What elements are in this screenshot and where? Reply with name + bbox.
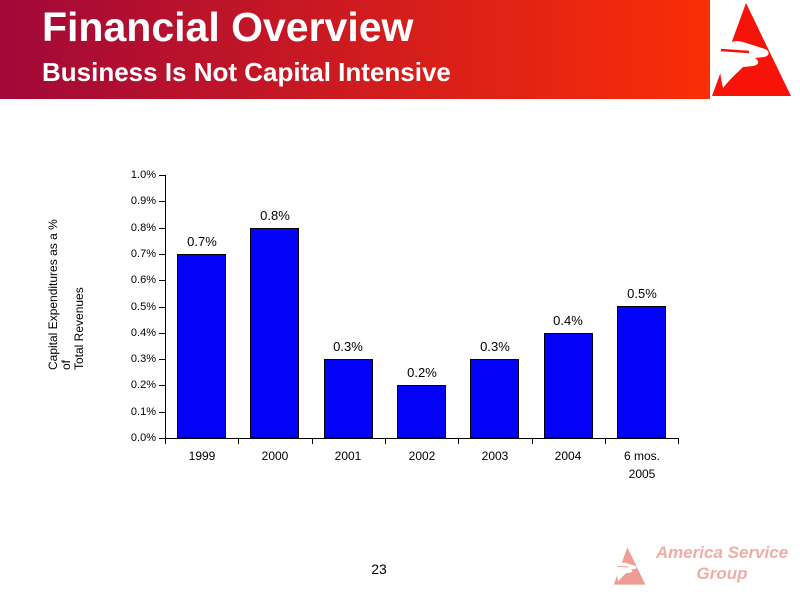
- y-tick-label: 0.1%: [130, 406, 156, 418]
- category-label: 2005: [628, 467, 656, 481]
- y-tick: [159, 307, 165, 308]
- x-tick: [458, 439, 459, 444]
- slide-title: Financial Overview: [42, 4, 414, 50]
- y-axis-line: [165, 175, 166, 439]
- brand-name-line1: America Service: [655, 543, 789, 562]
- brand-name: America Service Group: [648, 542, 796, 584]
- y-tick: [159, 385, 165, 386]
- y-tick-label: 0.6%: [130, 274, 156, 286]
- x-tick: [385, 439, 386, 444]
- y-tick-label: 0.2%: [130, 379, 156, 391]
- y-tick-label: 0.8%: [130, 222, 156, 234]
- y-tick-label: 0.0%: [130, 432, 156, 444]
- y-tick: [159, 333, 165, 334]
- x-tick: [312, 439, 313, 444]
- category-label: 2004: [554, 449, 582, 463]
- y-axis-title-line1: Capital Expenditures as a % of: [46, 219, 73, 370]
- category-label: 6 mos.: [623, 449, 660, 463]
- category-label: 2002: [408, 449, 436, 463]
- bar-value-label: 0.5%: [627, 286, 657, 301]
- x-tick: [678, 439, 679, 444]
- y-tick: [159, 175, 165, 176]
- bar-value-label: 0.3%: [480, 339, 510, 354]
- bar: [617, 306, 666, 438]
- x-tick: [165, 439, 166, 444]
- bar-value-label: 0.2%: [407, 365, 437, 380]
- x-tick: [532, 439, 533, 444]
- bar: [470, 359, 519, 438]
- bar-value-label: 0.8%: [260, 208, 290, 223]
- bar: [397, 385, 446, 438]
- y-tick-label: 0.4%: [130, 327, 156, 339]
- brand-name-line2: Group: [696, 564, 748, 583]
- y-tick-label: 0.3%: [130, 353, 156, 365]
- x-tick: [605, 439, 606, 444]
- y-tick: [159, 359, 165, 360]
- page-number: 23: [371, 561, 387, 577]
- y-tick-label: 0.5%: [130, 301, 156, 313]
- eagle-triangle-icon: [613, 546, 649, 586]
- header-banner: Financial Overview Business Is Not Capit…: [0, 0, 710, 99]
- y-tick: [159, 280, 165, 281]
- y-tick: [159, 201, 165, 202]
- bar-value-label: 0.7%: [187, 234, 217, 249]
- y-axis-title: Capital Expenditures as a % of Total Rev…: [46, 210, 86, 370]
- y-tick: [159, 254, 165, 255]
- brand-eagle-triangle-icon: [613, 546, 649, 586]
- x-tick: [238, 439, 239, 444]
- bar: [324, 359, 373, 438]
- y-tick-label: 1.0%: [130, 169, 156, 181]
- bar: [250, 228, 299, 438]
- category-label: 2003: [481, 449, 509, 463]
- y-tick-label: 0.9%: [130, 195, 156, 207]
- company-logo: [710, 0, 800, 99]
- bar: [177, 254, 226, 438]
- y-axis-title-line2: Total Revenues: [72, 287, 86, 370]
- slide-subtitle: Business Is Not Capital Intensive: [42, 57, 451, 87]
- bar-value-label: 0.4%: [553, 313, 583, 328]
- category-label: 2000: [261, 449, 289, 463]
- y-tick: [159, 438, 165, 439]
- bar: [544, 333, 593, 438]
- bar-value-label: 0.3%: [333, 339, 363, 354]
- y-tick-label: 0.7%: [130, 248, 156, 260]
- category-label: 1999: [188, 449, 216, 463]
- category-label: 2001: [334, 449, 362, 463]
- y-tick: [159, 228, 165, 229]
- y-tick: [159, 412, 165, 413]
- x-axis-line: [165, 438, 679, 439]
